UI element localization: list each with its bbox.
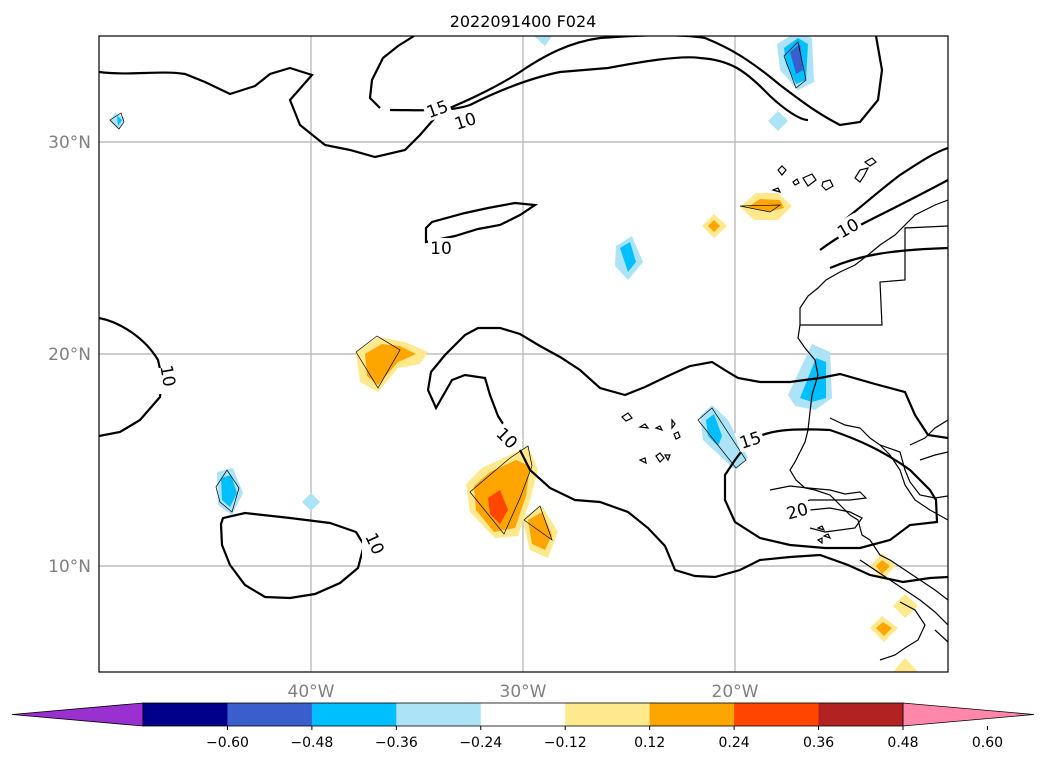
patch-neg-4 <box>534 36 552 46</box>
patch-neg-3 <box>302 493 320 511</box>
colorbar-segment <box>311 703 397 726</box>
filled-anomalies <box>110 36 918 672</box>
colorbar-segment <box>480 703 566 726</box>
colorbar-extend-low <box>11 702 144 727</box>
colorbar-tick-label: 0.60 <box>972 735 1003 751</box>
contour-lines <box>99 36 948 600</box>
lat-label-10n: 10°N <box>48 557 91 577</box>
colorbar-tick-label: −0.24 <box>459 735 502 751</box>
coastlines <box>621 157 948 661</box>
colorbar-tick-label: 0.12 <box>634 735 665 751</box>
map-frame <box>98 35 949 673</box>
contour-label-10-lens: 10 <box>430 239 452 259</box>
colorbar-tick-label: 0.48 <box>887 735 918 751</box>
patch-neg-7 <box>768 111 788 131</box>
colorbar-tick-label: −0.60 <box>206 735 249 751</box>
colorbar-segment <box>143 703 228 726</box>
colorbar-segment <box>396 703 482 726</box>
patch-pos-7 <box>893 594 918 618</box>
colorbar-tick-label: 0.36 <box>803 735 834 751</box>
lon-label-30w: 30°W <box>500 682 547 702</box>
gridlines <box>99 36 948 672</box>
figure-title: 2022091400 F024 <box>450 12 597 31</box>
colorbar-tick-label: 0.24 <box>719 735 750 751</box>
colorbar-frame <box>142 702 904 727</box>
colorbar: −0.60 −0.48 −0.36 −0.24 −0.12 0.12 0.24 0.36 0.4… <box>11 702 1035 751</box>
colorbar-segment <box>227 703 313 726</box>
colorbar-tick-label: −0.12 <box>544 735 587 751</box>
contour-label-10-west: 10 <box>155 364 178 389</box>
colorbar-segment <box>565 703 651 726</box>
lat-label-30n: 30°N <box>48 133 91 153</box>
lon-label-20w: 20°W <box>712 682 759 702</box>
patch-pos-9 <box>893 658 918 672</box>
colorbar-tick-label: −0.36 <box>375 735 418 751</box>
lat-label-20n: 20°N <box>48 345 91 365</box>
colorbar-tick-label: −0.48 <box>290 735 333 751</box>
colorbar-segment <box>734 703 820 726</box>
colorbar-extend-high <box>902 702 1035 727</box>
colorbar-segment <box>649 703 735 726</box>
lon-label-40w: 40°W <box>288 682 335 702</box>
map-area: 15 10 10 10 10 10 10 15 20 <box>99 36 948 672</box>
thin-contours <box>109 41 807 541</box>
colorbar-segment <box>818 703 904 726</box>
